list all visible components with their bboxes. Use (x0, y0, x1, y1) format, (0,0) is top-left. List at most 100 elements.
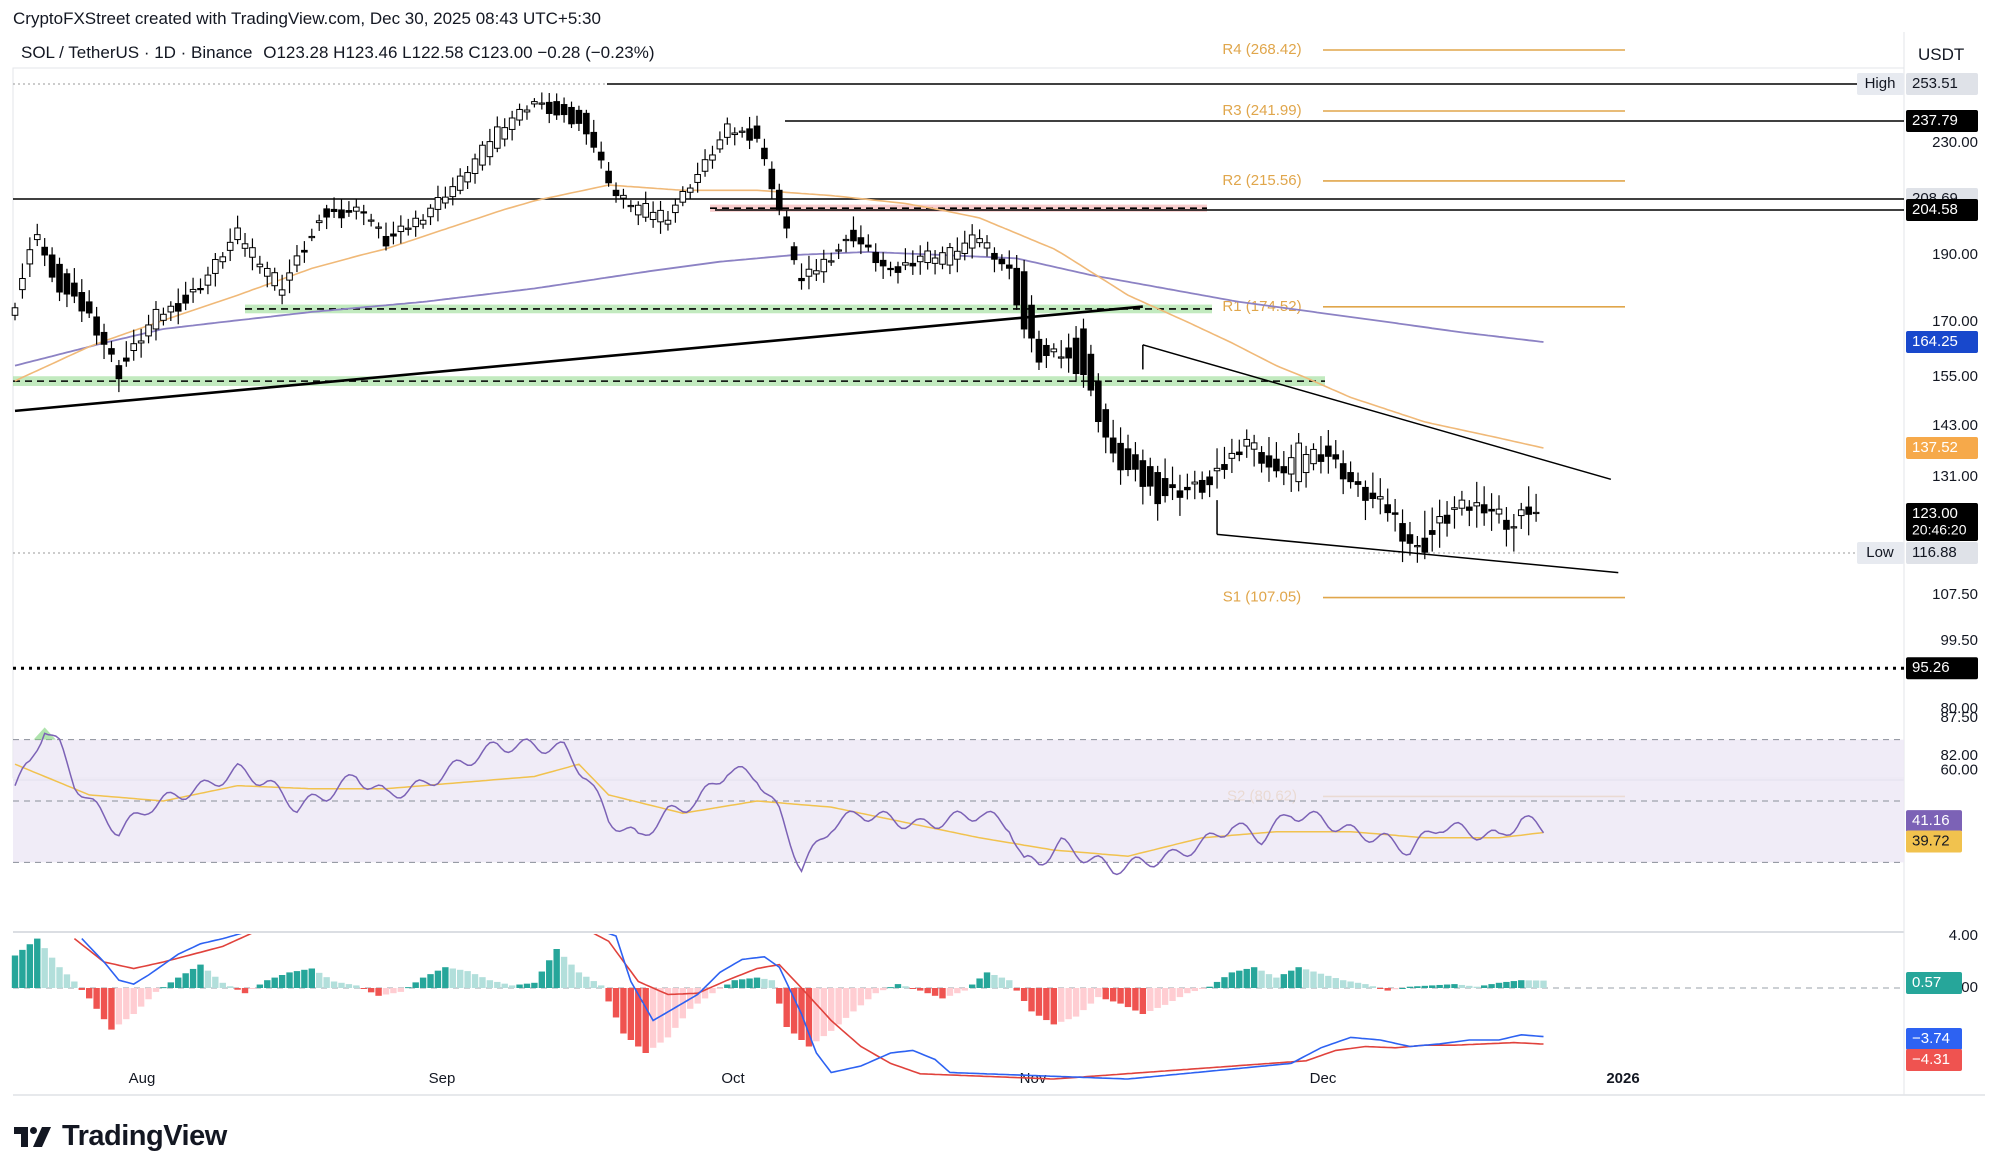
macd-value-text: −4.31 (1912, 1051, 1950, 1068)
candle-body (1421, 537, 1429, 553)
macd-histogram-bar (375, 988, 382, 996)
candle-body (1280, 466, 1288, 474)
candle-body (991, 252, 998, 260)
price-badge-text: 137.52 (1912, 439, 1958, 456)
candle-body (894, 266, 902, 273)
macd-histogram-bar (293, 971, 301, 988)
price-badge (1906, 110, 1978, 132)
candle-body (1495, 508, 1503, 515)
macd-histogram-bar (538, 971, 546, 988)
candle-body (642, 203, 650, 218)
macd-histogram-bar (1458, 984, 1466, 988)
candle-body (286, 272, 293, 281)
candle-body (442, 196, 449, 204)
macd-histogram-bar (1169, 988, 1176, 1001)
candle-body (1347, 472, 1354, 483)
candle-body (397, 225, 405, 233)
candle-body (1287, 457, 1295, 475)
macd-histogram-bar (620, 988, 627, 1034)
currency-label[interactable]: USDT (1918, 45, 1965, 64)
macd-histogram-bar (219, 982, 226, 988)
candle-body (1221, 464, 1228, 470)
candle-body (1503, 519, 1510, 530)
macd-histogram-bar (1058, 988, 1065, 1022)
candle-body (427, 207, 434, 218)
macd-histogram-bar (1117, 988, 1124, 1004)
macd-histogram-bar (1317, 973, 1325, 988)
candle-body (1213, 467, 1221, 472)
candle-body (123, 357, 130, 362)
tradingview-logo[interactable]: TradingView (14, 1120, 227, 1153)
candle-body (390, 233, 397, 237)
macd-histogram-bar (1510, 981, 1518, 988)
rsi-value-badge (1906, 810, 1962, 833)
candle-body (315, 220, 323, 224)
candle-body (464, 172, 471, 183)
price-badge-text: 95.26 (1912, 659, 1950, 676)
macd-histogram-bar (175, 977, 182, 988)
candle-body (41, 246, 48, 256)
candle-body (174, 303, 182, 312)
macd-histogram-bar (724, 984, 731, 988)
macd-histogram-bar (961, 988, 968, 991)
x-axis-label: Aug (129, 1070, 156, 1087)
macd-histogram-bar (130, 988, 137, 1014)
rsi-axis-tick: 80.00 (1940, 700, 1978, 717)
candle-body (1020, 271, 1028, 330)
candle-body (130, 343, 138, 352)
macd-histogram-bar (1362, 984, 1369, 988)
candle-body (1473, 502, 1481, 507)
macd-histogram-bar (1399, 988, 1406, 989)
candle-body (1436, 516, 1443, 524)
macd-histogram-bar (612, 988, 620, 1018)
macd-histogram-bar (19, 949, 26, 988)
macd-histogram-bar (508, 985, 516, 988)
candle-body (916, 255, 924, 263)
candle-body (627, 204, 635, 208)
rsi-value-text: 39.72 (1912, 832, 1950, 849)
candle-body (1050, 348, 1058, 353)
macd-histogram-bar (301, 969, 308, 988)
candle-body (575, 109, 583, 124)
macd-histogram-bar (494, 981, 501, 988)
macd-histogram-bar (345, 984, 353, 988)
candle-body (946, 247, 954, 266)
tradingview-brand: TradingView (62, 1120, 227, 1152)
candle-body (746, 128, 753, 141)
price-axis-tick: 143.00 (1932, 417, 1978, 434)
macd-histogram-bar (1339, 980, 1347, 988)
candle-body (1043, 344, 1050, 356)
candle-body (249, 247, 256, 258)
candle-body (1295, 442, 1302, 483)
macd-histogram-bar (63, 974, 71, 988)
macd-histogram-bar (1443, 984, 1451, 988)
macd-histogram-bar (167, 982, 175, 988)
candle-body (545, 101, 553, 114)
macd-histogram-bar (635, 988, 642, 1047)
candle-body (649, 211, 657, 221)
candle-body (568, 106, 575, 125)
candle-body (1102, 409, 1110, 438)
candle-body (842, 238, 850, 242)
macd-histogram-bar (590, 981, 597, 988)
macd-histogram-bar (983, 972, 991, 988)
macd-histogram-bar (1213, 981, 1221, 988)
candle-body (961, 242, 969, 254)
macd-histogram-bar (412, 982, 419, 988)
macd-histogram-bar (1095, 988, 1102, 998)
candle-body (479, 144, 486, 166)
macd-histogram-bar (939, 988, 946, 999)
price-badge-text: 116.88 (1912, 544, 1957, 561)
candle-body (1480, 504, 1488, 514)
candle-body (226, 241, 234, 251)
trendline (1142, 344, 1612, 481)
ohlc-readout: O123.28 H123.46 L122.58 C123.00 −0.28 (−… (263, 43, 655, 62)
price-axis-tick: 230.00 (1932, 134, 1978, 151)
macd-histogram-bar (100, 988, 108, 1020)
macd-histogram-bar (1414, 986, 1421, 988)
candle-body (1362, 486, 1369, 501)
symbol-info[interactable]: SOL / TetherUS · 1D · Binance O123.28 H1… (21, 43, 655, 63)
macd-histogram-bar (316, 972, 323, 988)
price-badge (1906, 331, 1978, 353)
